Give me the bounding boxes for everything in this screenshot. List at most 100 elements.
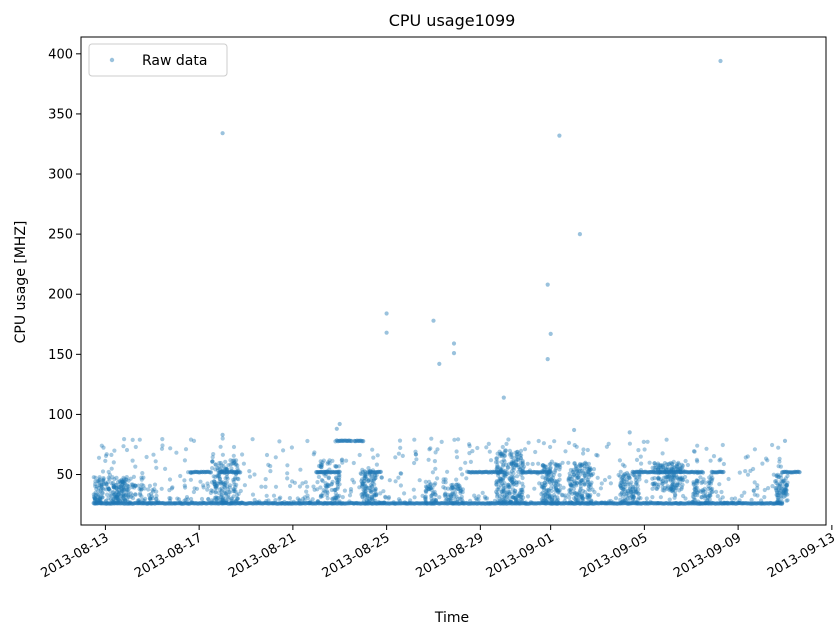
data-point bbox=[539, 497, 544, 502]
data-point bbox=[142, 486, 147, 491]
data-point bbox=[448, 493, 453, 498]
data-point bbox=[586, 472, 591, 477]
data-point bbox=[285, 463, 290, 468]
data-point bbox=[557, 467, 562, 472]
data-point bbox=[621, 472, 626, 477]
data-point bbox=[430, 492, 435, 497]
data-point bbox=[505, 492, 510, 497]
data-point bbox=[623, 491, 629, 496]
data-point bbox=[216, 491, 222, 496]
data-point bbox=[116, 479, 121, 484]
data-point bbox=[645, 439, 650, 444]
data-point bbox=[512, 478, 517, 483]
data-point bbox=[335, 482, 340, 487]
data-point bbox=[329, 487, 334, 493]
data-point bbox=[669, 488, 674, 493]
data-point bbox=[702, 494, 708, 499]
data-point bbox=[498, 451, 503, 456]
data-point bbox=[114, 494, 119, 499]
data-point bbox=[666, 474, 671, 479]
data-point bbox=[108, 497, 113, 502]
data-point bbox=[663, 480, 669, 485]
data-point bbox=[446, 497, 451, 502]
data-point bbox=[373, 473, 378, 478]
data-point bbox=[588, 485, 593, 490]
data-point bbox=[229, 497, 234, 502]
data-point bbox=[449, 492, 454, 497]
data-point bbox=[549, 478, 555, 483]
data-point bbox=[585, 464, 590, 469]
data-point bbox=[247, 474, 253, 479]
data-point bbox=[618, 484, 623, 489]
data-point bbox=[101, 478, 106, 484]
data-point bbox=[652, 481, 658, 486]
data-point bbox=[683, 474, 688, 480]
data-point bbox=[358, 471, 363, 476]
data-point bbox=[708, 476, 713, 482]
data-point bbox=[122, 493, 127, 498]
data-point bbox=[650, 481, 655, 487]
data-point bbox=[325, 484, 330, 489]
data-point bbox=[579, 494, 584, 499]
data-point bbox=[361, 491, 366, 496]
data-point bbox=[691, 480, 696, 485]
data-point bbox=[458, 489, 463, 494]
data-point bbox=[630, 484, 635, 489]
data-point bbox=[503, 448, 508, 453]
data-point bbox=[587, 468, 592, 473]
data-point bbox=[456, 437, 461, 442]
data-point bbox=[630, 494, 635, 499]
data-point bbox=[458, 490, 463, 495]
data-point bbox=[556, 488, 561, 493]
data-point bbox=[494, 480, 499, 485]
data-point bbox=[775, 490, 780, 495]
data-point bbox=[513, 495, 518, 501]
data-point bbox=[119, 494, 124, 499]
data-point bbox=[739, 493, 744, 498]
data-point bbox=[781, 479, 786, 484]
data-point bbox=[364, 497, 369, 502]
data-point bbox=[332, 495, 337, 501]
data-point bbox=[498, 478, 504, 483]
data-point bbox=[551, 485, 557, 490]
data-point bbox=[362, 479, 367, 484]
data-point bbox=[660, 481, 665, 486]
data-point bbox=[618, 469, 623, 474]
data-point bbox=[585, 447, 590, 453]
data-point bbox=[748, 468, 753, 473]
data-point bbox=[512, 488, 518, 493]
data-point bbox=[194, 486, 200, 491]
data-point bbox=[494, 482, 499, 487]
data-point bbox=[650, 476, 655, 481]
data-point bbox=[700, 488, 705, 493]
data-point bbox=[618, 492, 623, 497]
data-point bbox=[120, 479, 125, 484]
data-point bbox=[475, 445, 480, 451]
chart-title: CPU usage1099 bbox=[389, 11, 516, 30]
data-point bbox=[785, 492, 790, 497]
data-point bbox=[383, 495, 388, 500]
data-point bbox=[519, 487, 524, 492]
data-point bbox=[781, 478, 786, 483]
outlier-point bbox=[557, 133, 562, 138]
data-point bbox=[494, 456, 499, 461]
data-point bbox=[99, 482, 104, 487]
data-point bbox=[427, 447, 432, 452]
data-point bbox=[487, 449, 492, 454]
data-point bbox=[495, 492, 500, 497]
data-point bbox=[443, 494, 448, 499]
data-point bbox=[502, 459, 507, 464]
data-point bbox=[362, 469, 367, 474]
data-point bbox=[656, 461, 661, 466]
data-point bbox=[507, 477, 512, 482]
data-point bbox=[552, 478, 557, 483]
data-point bbox=[423, 497, 428, 502]
data-point bbox=[692, 449, 697, 454]
data-point bbox=[235, 476, 240, 481]
data-point bbox=[622, 488, 628, 493]
data-point bbox=[514, 452, 520, 457]
data-point bbox=[505, 484, 510, 489]
data-point bbox=[100, 478, 105, 483]
data-point bbox=[726, 476, 731, 482]
